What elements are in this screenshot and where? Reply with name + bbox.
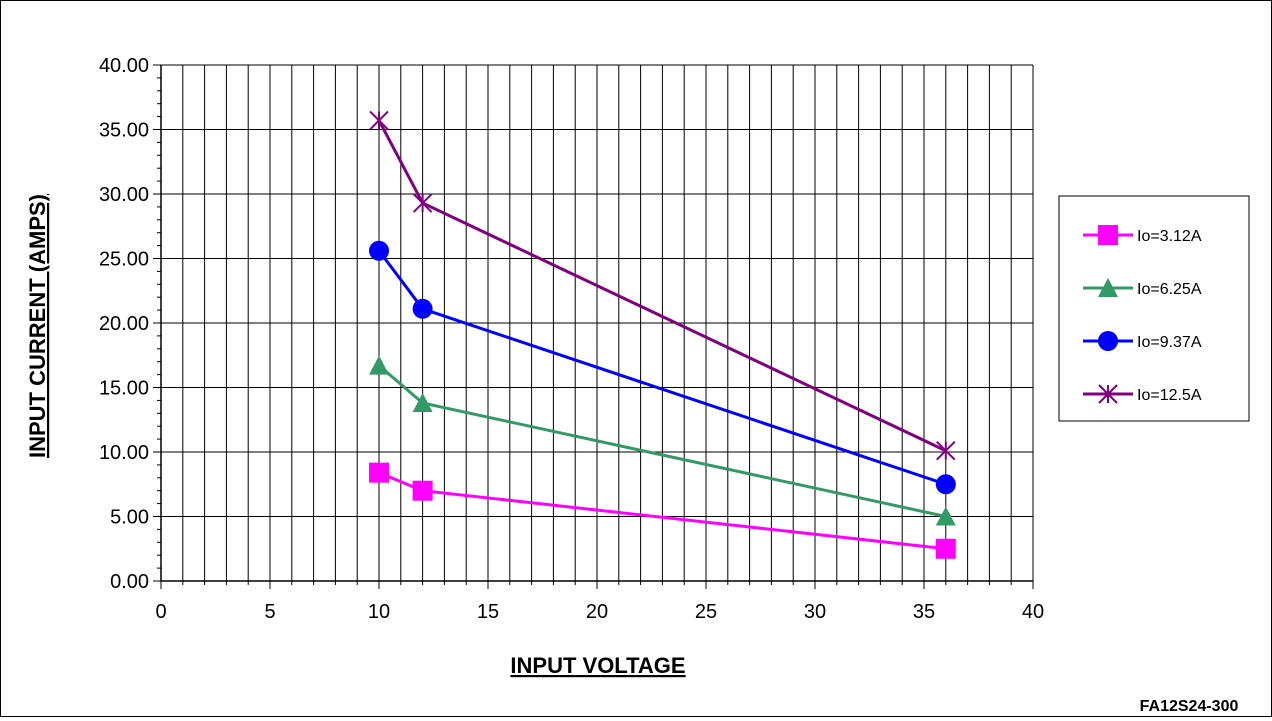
data-point-series-3 [935, 474, 956, 495]
figure-code: FA12S24-300 [1140, 698, 1239, 715]
x-tick-label: 20 [586, 601, 608, 623]
x-axis-title: INPUT VOLTAGE [510, 653, 685, 678]
data-point-series-4 [369, 110, 389, 131]
x-tick-label: 5 [264, 601, 275, 623]
x-tick-label: 30 [804, 601, 826, 623]
legend-marker-3 [1098, 331, 1118, 351]
legend: Io=3.12A Io=6.25A Io=9.37A Io=12.5A [1058, 195, 1250, 422]
data-point-series-4 [936, 441, 956, 461]
y-tick-label: 30.00 [99, 184, 149, 206]
y-tick-label: 35.00 [99, 120, 149, 142]
legend-label-3: Io=9.37A [1137, 334, 1202, 351]
x-tick-label: 0 [155, 601, 166, 623]
x-tick-label: 25 [695, 601, 717, 623]
legend-marker-2 [1098, 278, 1118, 297]
y-tick-label: 5.00 [110, 507, 149, 529]
legend-marker-1 [1098, 225, 1118, 245]
legend-label-4: Io=12.5A [1137, 387, 1202, 404]
data-point-series-2 [935, 506, 956, 526]
tick-labels: 0 5 10 15 20 25 30 35 40 0.00 5.00 10.00 15.00 20.00 2… [99, 55, 1044, 623]
y-tick-label: 15.00 [99, 378, 149, 400]
legend-marker-4 [1098, 384, 1118, 404]
data-point-series-3 [369, 240, 389, 261]
y-tick-label: 40.00 [99, 55, 149, 77]
data-point-series-1 [935, 538, 956, 559]
grid [161, 64, 1033, 581]
y-tick-label: 10.00 [99, 442, 149, 464]
x-tick-label: 40 [1022, 601, 1044, 623]
data-point-series-4 [412, 193, 433, 213]
x-tick-label: 15 [477, 601, 499, 623]
x-tick-label: 35 [913, 601, 935, 623]
y-tick-label: 0.00 [110, 571, 149, 593]
y-axis-title: INPUT CURRENT (AMPS) [25, 194, 50, 458]
y-tick-label: 20.00 [99, 313, 149, 335]
x-tick-label: 10 [368, 601, 390, 623]
data-point-series-2 [412, 392, 433, 412]
legend-label-2: Io=6.25A [1137, 281, 1202, 298]
y-tick-label: 25.00 [99, 249, 149, 271]
series-markers [369, 110, 956, 559]
legend-label-1: Io=3.12A [1137, 228, 1202, 245]
data-point-series-3 [412, 298, 433, 319]
data-point-series-2 [369, 355, 389, 375]
data-point-series-1 [369, 462, 389, 483]
axes [153, 64, 1034, 589]
data-point-series-1 [412, 480, 433, 501]
